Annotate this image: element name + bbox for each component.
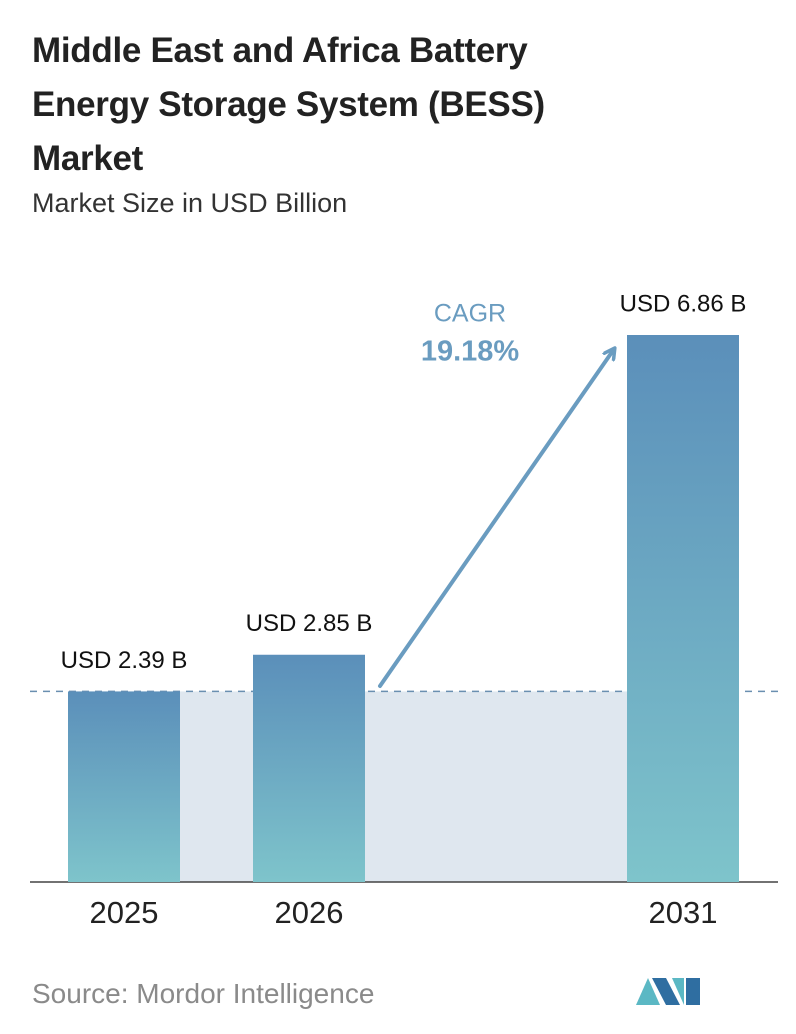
x-tick-label: 2031 [649,895,718,930]
bar [627,335,739,882]
chart-subtitle: Market Size in USD Billion [32,188,348,218]
value-label: USD 2.85 B [246,610,373,637]
x-tick-label: 2026 [275,895,344,930]
source: Source: Mordor Intelligence [32,978,375,1009]
value-label: USD 6.86 B [620,290,747,317]
bar [68,691,180,882]
value-label: USD 2.39 B [61,647,188,674]
chart-title: Middle East and Africa Battery Energy St… [32,31,545,178]
bar [253,654,365,882]
cagr-arrow [378,352,612,688]
x-tick-label: 2025 [90,895,159,930]
cagr-label: CAGR [434,300,506,328]
cagr-value: 19.18% [421,336,520,368]
logo [636,978,700,1005]
reference-band [180,691,627,882]
